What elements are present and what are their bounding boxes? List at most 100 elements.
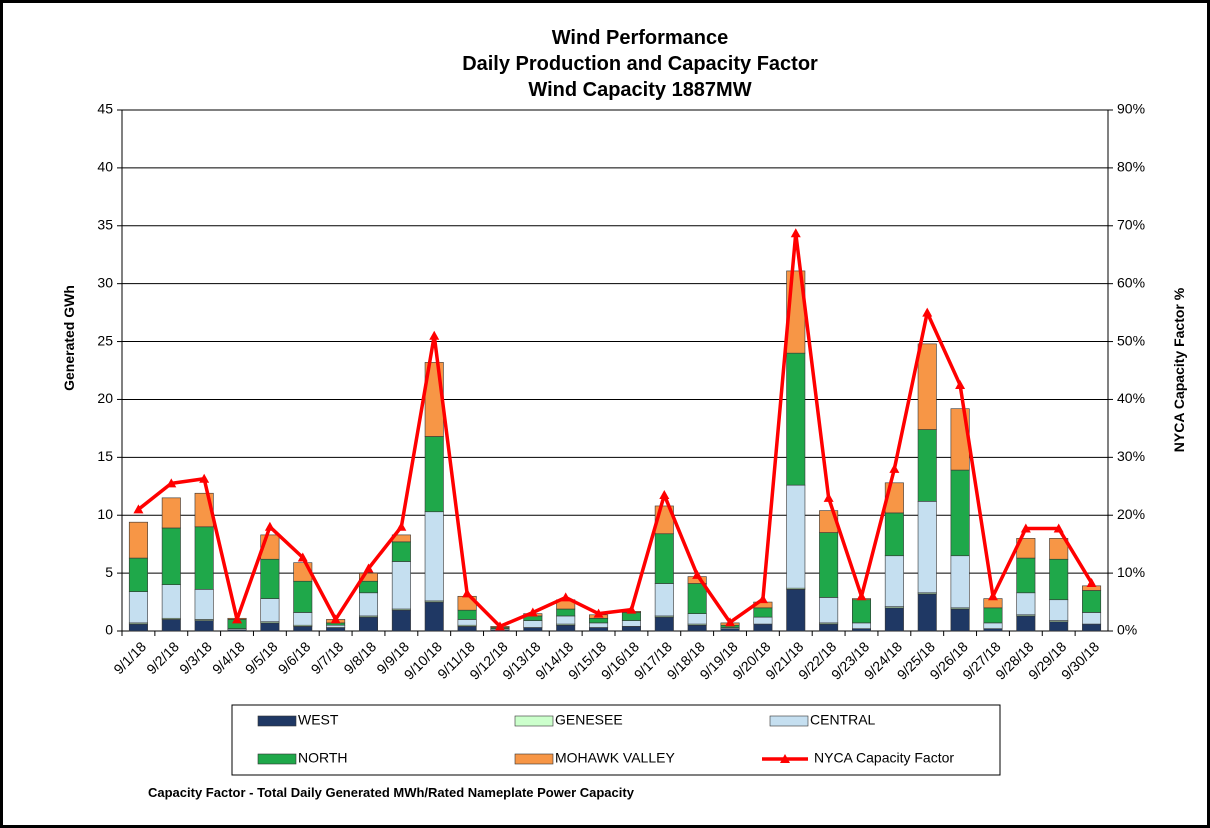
bar-segment	[128, 591, 148, 624]
legend-swatch	[514, 753, 554, 765]
bar-segment	[424, 601, 444, 632]
bar-segment	[1082, 612, 1102, 625]
line-marker	[133, 504, 144, 514]
bar-segment	[819, 623, 839, 632]
chart-title: Daily Production and Capacity Factor	[462, 53, 818, 75]
line-marker	[330, 614, 341, 624]
bar-segment	[1082, 590, 1102, 613]
bar-segment	[457, 626, 477, 632]
bar-segment	[753, 623, 773, 632]
y-tick-label: 40	[97, 159, 113, 175]
line-marker	[626, 604, 637, 614]
bar-segment	[1049, 538, 1069, 560]
y-tick-label: 30	[97, 274, 113, 290]
bar-segment	[1016, 557, 1036, 594]
y2-tick-label: 40%	[1117, 390, 1145, 406]
bar-segment	[424, 511, 444, 602]
bar-segment	[424, 436, 444, 513]
bar-segment	[950, 555, 970, 609]
line-marker	[889, 463, 900, 473]
legend-label: NYCA Capacity Factor	[814, 750, 954, 766]
y2-tick-label: 80%	[1117, 159, 1145, 175]
bar-segment	[654, 533, 674, 584]
line-marker	[494, 621, 505, 631]
legend-box	[231, 704, 1001, 776]
bar-segment	[753, 616, 773, 625]
line-marker	[856, 591, 867, 601]
bar-segment	[917, 593, 937, 632]
y2-tick-label: 70%	[1117, 216, 1145, 232]
bar-segment	[128, 623, 148, 632]
y2-tick-label: 30%	[1117, 448, 1145, 464]
bar-segment	[687, 613, 707, 625]
bar-segment	[128, 521, 148, 559]
y-tick-label: 15	[97, 448, 113, 464]
bar-segment	[983, 607, 1003, 624]
bar-segment	[457, 619, 477, 626]
bar-segment	[917, 429, 937, 502]
bar-segment	[556, 624, 576, 632]
bar-segment	[326, 624, 346, 628]
bar-segment	[326, 627, 346, 632]
bar-segment	[950, 608, 970, 632]
line-marker	[725, 617, 736, 627]
line-marker	[429, 330, 440, 340]
line-marker	[955, 379, 966, 389]
bar-segment	[851, 599, 872, 624]
bar-segment	[983, 628, 1003, 632]
bar-segment	[391, 561, 411, 610]
bar-segment	[391, 609, 411, 632]
bar-segment	[851, 622, 872, 629]
y2-tick-label: 20%	[1117, 506, 1145, 522]
line-marker	[1086, 577, 1097, 587]
y2-axis-label: NYCA Capacity Factor %	[1171, 287, 1187, 452]
bar-segment	[1016, 592, 1036, 616]
line-marker	[987, 591, 998, 601]
line-marker	[232, 614, 243, 624]
bar-segment	[293, 580, 313, 613]
x-tick-label: 9/8/18	[340, 638, 379, 677]
line-marker	[790, 228, 801, 238]
bar-segment	[917, 501, 937, 594]
y2-tick-label: 60%	[1117, 274, 1145, 290]
bar-segment	[161, 584, 181, 619]
line-marker	[922, 307, 933, 317]
bar-segment	[983, 622, 1003, 629]
bar-segment	[194, 526, 214, 590]
line-marker	[462, 588, 473, 598]
bar-segment	[786, 484, 806, 589]
bar-segment	[589, 622, 609, 628]
bar-segment	[293, 612, 313, 626]
x-tick-label: 9/6/18	[275, 638, 314, 677]
bar-segment	[358, 580, 379, 594]
bar-segment	[819, 532, 839, 598]
legend-label: WEST	[298, 712, 339, 728]
bar-segment	[260, 622, 280, 632]
x-tick-label: 9/7/18	[308, 638, 347, 677]
legend-swatch	[514, 715, 554, 727]
bar-segment	[358, 616, 379, 632]
bar-segment	[589, 627, 609, 632]
legend-swatch	[780, 754, 790, 763]
y2-tick-label: 50%	[1117, 332, 1145, 348]
bar-segment	[194, 589, 214, 620]
x-tick-label: 9/5/18	[242, 638, 281, 677]
legend-swatch	[769, 715, 809, 727]
y-tick-label: 25	[97, 332, 113, 348]
x-tick-label: 9/1/18	[110, 638, 149, 677]
bar-segment	[884, 607, 904, 632]
bar-segment	[194, 620, 214, 632]
bar-segment	[654, 616, 674, 632]
bar-segment	[851, 628, 872, 632]
line-marker	[757, 594, 768, 604]
bar-segment	[1082, 623, 1102, 632]
bar-segment	[556, 608, 576, 617]
y2-tick-label: 90%	[1117, 101, 1145, 117]
chart-title: Wind Performance	[552, 27, 729, 49]
bar-segment	[621, 612, 641, 621]
line-marker	[297, 552, 308, 562]
legend-label: NORTH	[298, 750, 348, 766]
bar-segment	[1016, 615, 1036, 632]
y2-tick-label: 10%	[1117, 564, 1145, 580]
